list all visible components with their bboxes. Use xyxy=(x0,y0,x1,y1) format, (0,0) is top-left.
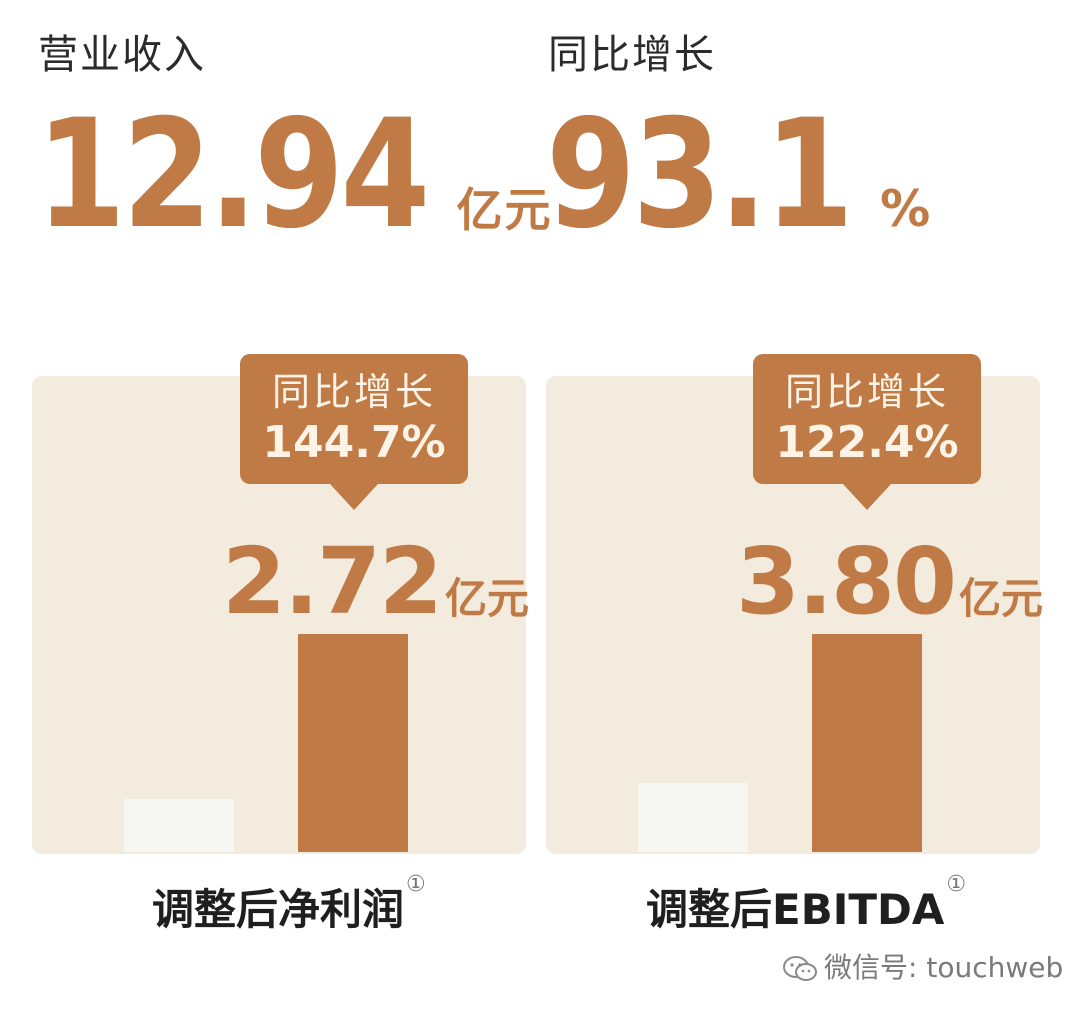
revenue-unit: 亿元 xyxy=(456,183,553,237)
ebitda-growth-callout: 同比增长 122.4% xyxy=(753,354,981,510)
net-profit-caption-text: 调整后净利润 xyxy=(152,885,405,934)
net-profit-growth-callout: 同比增长 144.7% xyxy=(240,354,468,510)
revenue-figure: 12.94 亿元 xyxy=(36,100,552,250)
ebitda-value-unit: 亿元 xyxy=(959,574,1044,623)
net-profit-footnote-mark: ① xyxy=(406,872,426,897)
net-profit-growth-label: 同比增长 xyxy=(271,370,436,414)
ebitda-current-bar xyxy=(812,634,922,852)
ebitda-caption: 调整后EBITDA① xyxy=(646,872,966,937)
net-profit-current-bar xyxy=(298,634,408,852)
growth-unit: % xyxy=(880,180,931,238)
revenue-label: 营业收入 xyxy=(38,32,206,78)
ebitda-footnote-mark: ① xyxy=(946,872,967,897)
wechat-icon xyxy=(783,956,817,981)
net-profit-prior-year-bar xyxy=(124,798,234,852)
growth-figure: 93.1% xyxy=(546,100,930,250)
net-profit-caption: 调整后净利润① xyxy=(152,872,426,937)
ebitda-caption-text: 调整后EBITDA xyxy=(646,885,945,934)
net-profit-value: 2.72亿元 xyxy=(222,536,529,628)
net-profit-value-number: 2.72 xyxy=(222,528,443,635)
ebitda-value: 3.80亿元 xyxy=(736,536,1043,628)
net-profit-growth-value: 144.7% xyxy=(262,417,446,468)
ebitda-prior-year-bar xyxy=(638,783,748,852)
watermark: 微信号: touchweb xyxy=(782,946,1063,986)
ebitda-growth-value: 122.4% xyxy=(775,417,959,468)
watermark-text: 微信号: touchweb xyxy=(824,951,1064,984)
growth-value: 93.1 xyxy=(546,88,854,262)
ebitda-value-number: 3.80 xyxy=(736,528,957,635)
net-profit-value-unit: 亿元 xyxy=(445,574,530,623)
ebitda-growth-label: 同比增长 xyxy=(784,370,949,414)
growth-label: 同比增长 xyxy=(548,32,716,78)
revenue-value: 12.94 xyxy=(36,88,430,262)
